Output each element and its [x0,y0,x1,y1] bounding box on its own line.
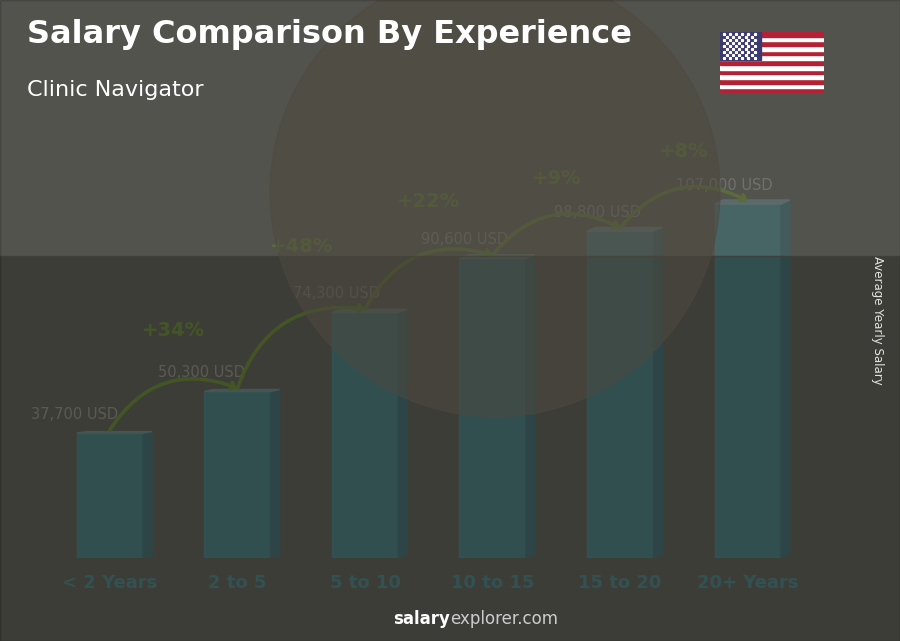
Text: 37,700 USD: 37,700 USD [31,406,118,422]
Text: +22%: +22% [397,192,461,211]
Polygon shape [76,431,152,433]
Text: 107,000 USD: 107,000 USD [677,178,773,192]
Polygon shape [653,228,662,558]
Ellipse shape [270,0,720,417]
Text: explorer.com: explorer.com [450,610,558,628]
Bar [720,42,824,46]
Bar [720,56,824,60]
Bar [459,258,526,558]
Text: Salary Comparison By Experience: Salary Comparison By Experience [27,19,632,50]
Bar [76,433,143,558]
Text: Clinic Navigator: Clinic Navigator [27,80,203,100]
Polygon shape [271,390,280,558]
Polygon shape [332,309,407,312]
Polygon shape [459,254,535,258]
Text: +8%: +8% [659,142,708,162]
Polygon shape [781,200,790,558]
Text: +34%: +34% [142,321,205,340]
Bar [0,0,900,256]
Bar [720,69,824,74]
Polygon shape [204,390,280,392]
Bar [720,37,824,42]
Bar [720,79,824,83]
Bar [720,83,824,88]
Bar [720,32,824,37]
Bar [587,231,653,558]
Text: +9%: +9% [532,169,581,188]
Text: 50,300 USD: 50,300 USD [158,365,246,380]
Text: 74,300 USD: 74,300 USD [293,286,381,301]
Text: +48%: +48% [270,237,333,256]
Polygon shape [143,431,152,558]
Text: 98,800 USD: 98,800 USD [554,204,641,220]
Bar [0,256,900,641]
Bar [715,204,781,558]
Bar [720,65,824,69]
Bar [720,51,824,56]
Polygon shape [587,228,662,231]
Bar [720,74,824,79]
Text: 90,600 USD: 90,600 USD [421,232,508,247]
Polygon shape [398,309,407,558]
Text: Average Yearly Salary: Average Yearly Salary [871,256,884,385]
Bar [720,32,761,60]
Bar [720,88,824,93]
Bar [204,392,271,558]
Bar [720,46,824,51]
Bar [720,60,824,65]
Text: salary: salary [393,610,450,628]
Bar [332,312,398,558]
Polygon shape [715,200,790,204]
Polygon shape [526,254,535,558]
